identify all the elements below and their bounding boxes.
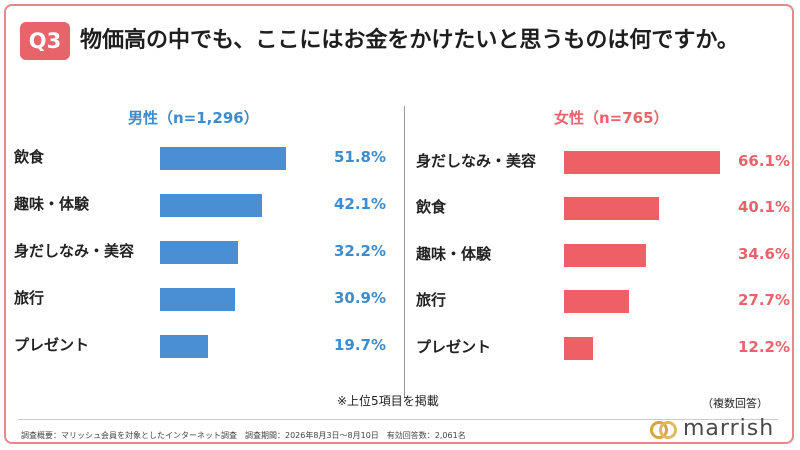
female-bar	[564, 290, 630, 313]
question-badge: Q3	[20, 22, 70, 60]
male-category-label: 飲食	[14, 148, 45, 166]
footer-divider	[18, 419, 778, 420]
female-bar	[564, 244, 646, 267]
male-bar	[160, 335, 208, 358]
male-bar	[160, 241, 239, 264]
male-value-label: 42.1%	[333, 195, 386, 213]
female-panel-title: 女性（n=765）	[554, 109, 669, 127]
question-text: 物価高の中でも、ここにはお金をかけたいと思うものは何ですか。	[80, 28, 739, 53]
male-value-label: 51.8%	[333, 148, 386, 166]
male-category-label: 身だしなみ・美容	[14, 242, 135, 260]
logo-rings-icon	[650, 421, 677, 439]
female-bar	[564, 337, 593, 360]
male-value-label: 30.9%	[333, 289, 386, 307]
female-category-label: プレゼント	[416, 338, 492, 356]
female-value-label: 40.1%	[737, 198, 790, 216]
male-category-label: 趣味・体験	[14, 195, 90, 213]
top5-note: ※上位5項目を掲載	[337, 394, 439, 408]
female-category-label: 飲食	[416, 198, 447, 216]
female-bar	[564, 197, 659, 220]
female-value-label: 66.1%	[737, 152, 790, 170]
male-bar	[160, 194, 263, 217]
female-category-label: 身だしなみ・美容	[416, 152, 537, 170]
male-value-label: 19.7%	[333, 336, 386, 354]
female-bar	[564, 151, 720, 174]
male-bar	[160, 147, 286, 170]
multiple-answers-note: （複数回答）	[702, 397, 768, 410]
female-value-label: 12.2%	[737, 338, 790, 356]
marrish-logo: marrish	[649, 414, 774, 444]
female-value-label: 34.6%	[737, 245, 790, 263]
infographic-frame: Q3 物価高の中でも、ここにはお金をかけたいと思うものは何ですか。 男性（n=1…	[4, 4, 794, 444]
logo-text: marrish	[683, 416, 775, 441]
female-category-label: 旅行	[416, 291, 447, 309]
female-value-label: 27.7%	[737, 291, 790, 309]
male-value-label: 32.2%	[333, 242, 386, 260]
male-panel-title: 男性（n=1,296）	[128, 109, 259, 127]
female-category-label: 趣味・体験	[416, 245, 492, 263]
male-category-label: プレゼント	[14, 336, 90, 354]
male-category-label: 旅行	[14, 289, 45, 307]
survey-info: 調査概要：マリッシュ会員を対象としたインターネット調査 調査期間：2026年8月…	[21, 431, 466, 440]
male-bar	[160, 288, 236, 311]
panel-divider	[404, 106, 405, 398]
